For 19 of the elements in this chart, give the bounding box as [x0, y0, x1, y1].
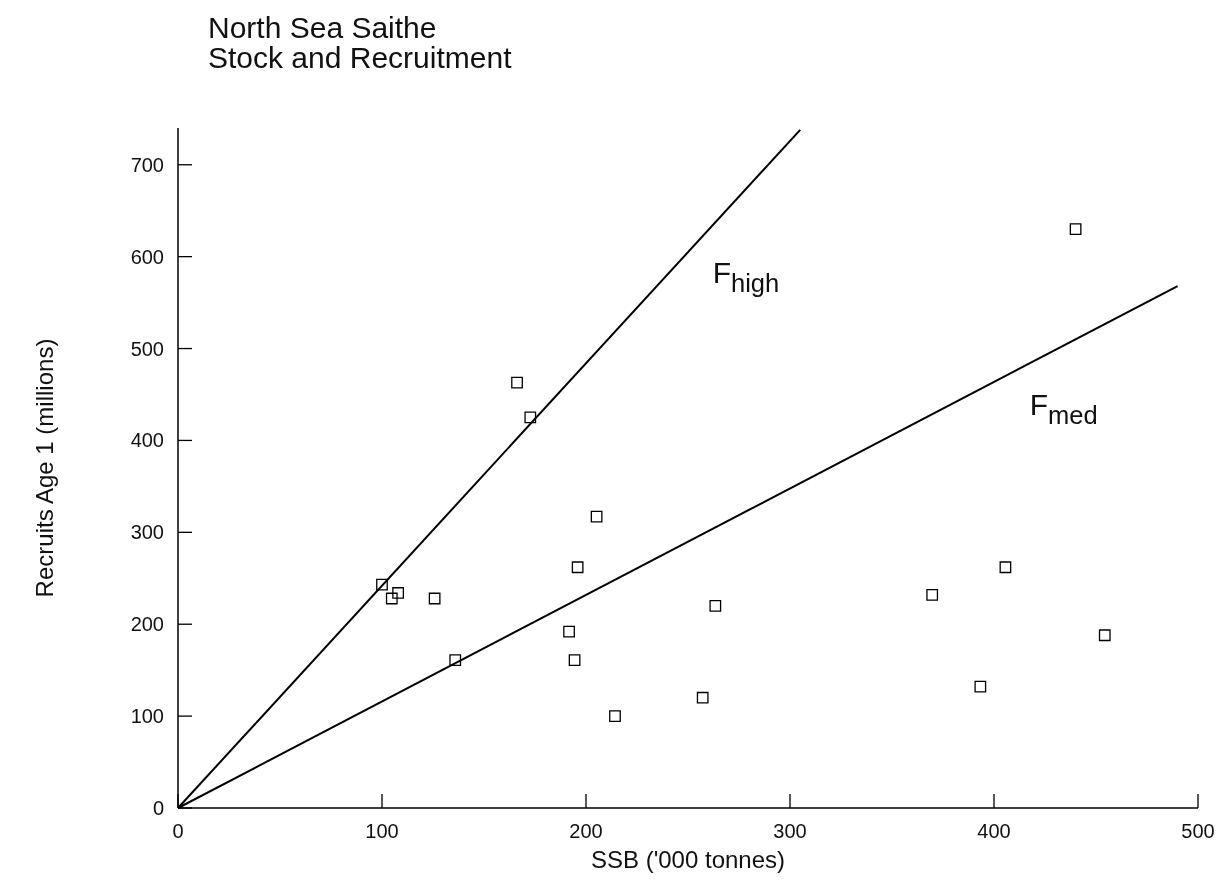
x-axis-title: SSB ('000 tonnes) [590, 846, 786, 873]
x-tick-label: 500 [1181, 820, 1215, 842]
y-tick-label: 200 [130, 613, 164, 636]
x-tick-label: 100 [365, 820, 399, 842]
x-tick-label: 400 [977, 820, 1011, 842]
y-tick-label: 500 [130, 337, 164, 360]
y-tick-label: 400 [130, 429, 164, 452]
annotation: F$_{med}$ [1029, 387, 1098, 429]
x-tick-label: 300 [773, 820, 807, 842]
chart-title: North Sea Saithe Stock and Recruitment [208, 11, 513, 74]
x-tick-label: 0 [172, 820, 184, 842]
y-tick-label: 300 [130, 521, 164, 544]
y-tick-label: 600 [130, 245, 164, 268]
y-tick-label: 0 [152, 797, 164, 819]
x-tick-label: 200 [569, 820, 603, 842]
y-tick-label: 100 [130, 705, 164, 728]
y-tick-label: 700 [130, 153, 164, 176]
y-axis-title: Recruits Age 1 (millions) [31, 338, 58, 598]
annotation: F$_{high}$ [712, 256, 780, 298]
